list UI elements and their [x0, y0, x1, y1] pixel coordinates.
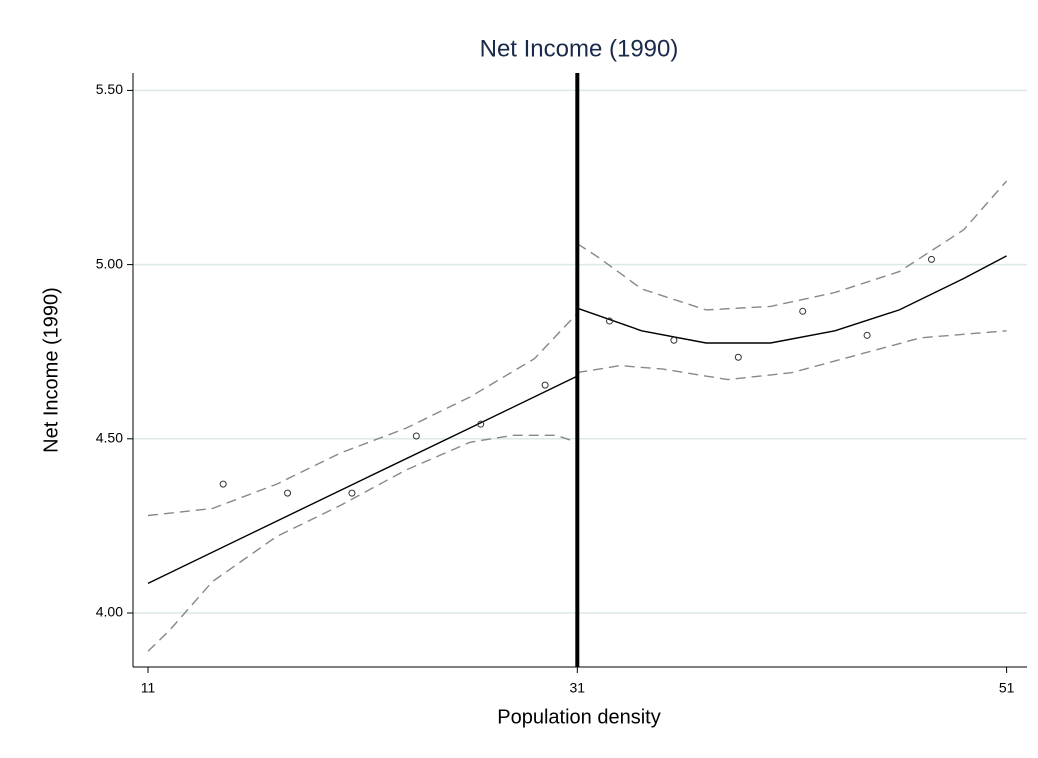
- ci-line: [577, 330, 1007, 381]
- x-axis-title: Population density: [497, 706, 660, 728]
- fit-line: [147, 375, 578, 585]
- point: [477, 420, 485, 428]
- y-tick-label: 5.00: [96, 255, 123, 271]
- ci-line: [147, 312, 578, 517]
- x-tick-label: 31: [570, 680, 586, 696]
- point: [606, 317, 614, 325]
- point: [284, 489, 292, 497]
- fit-line: [577, 255, 1007, 344]
- x-tick-label: 11: [141, 680, 156, 696]
- point: [799, 307, 807, 315]
- y-tick-label: 4.00: [96, 604, 123, 620]
- point: [412, 432, 420, 440]
- point: [348, 489, 356, 497]
- y-tick-label: 4.50: [96, 430, 123, 446]
- point: [219, 480, 227, 488]
- point: [734, 353, 742, 361]
- x-tick-label: 51: [999, 680, 1015, 696]
- point: [670, 336, 678, 344]
- point: [541, 381, 549, 389]
- point: [863, 331, 871, 339]
- chart-title: Net Income (1990): [480, 35, 679, 62]
- point: [927, 255, 935, 263]
- y-tick-label: 5.50: [96, 81, 123, 97]
- ci-line: [147, 434, 578, 652]
- ci-line: [576, 180, 1008, 311]
- y-axis-title: Net Income (1990): [40, 287, 62, 453]
